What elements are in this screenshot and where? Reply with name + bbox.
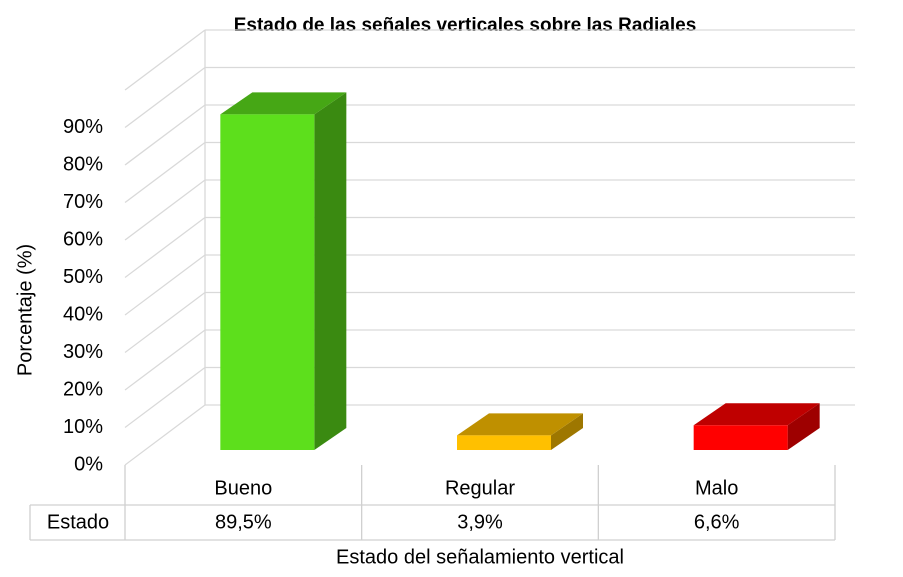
data-label: 6,6% xyxy=(694,511,740,533)
bar-side xyxy=(787,403,820,450)
x-tick-label: Regular xyxy=(445,477,515,499)
grid-line xyxy=(124,404,206,466)
bar xyxy=(457,435,551,450)
y-tick-label: 30% xyxy=(63,341,103,363)
grid-line xyxy=(124,291,206,354)
wall-edge xyxy=(124,29,206,91)
grid-line xyxy=(124,329,206,391)
y-tick-label: 50% xyxy=(63,266,103,288)
grid-line xyxy=(124,104,206,166)
x-tick-label: Malo xyxy=(695,477,738,499)
y-tick-label: 10% xyxy=(63,416,103,438)
chart-title: Estado de las señales verticales sobre l… xyxy=(234,15,697,36)
data-label: 89,5% xyxy=(215,511,272,533)
grid-line xyxy=(124,366,206,429)
y-tick-label: 20% xyxy=(63,378,103,400)
x-axis-label: Estado del señalamiento vertical xyxy=(336,546,624,568)
y-tick-label: 40% xyxy=(63,303,103,325)
grid-line xyxy=(124,141,206,204)
x-tick-label: Bueno xyxy=(214,477,272,499)
grid-line xyxy=(124,254,206,316)
data-label: 3,9% xyxy=(457,511,503,533)
bar xyxy=(693,425,788,450)
bar-side xyxy=(551,413,583,450)
legend-label: Estado xyxy=(47,511,109,533)
bar-side xyxy=(314,92,347,450)
grid-line xyxy=(124,66,206,129)
y-tick-label: 70% xyxy=(63,191,103,213)
grid-line xyxy=(124,216,206,279)
bar-top xyxy=(457,413,583,436)
y-tick-label: 0% xyxy=(74,453,103,475)
y-axis-label: Porcentaje (%) xyxy=(14,244,36,376)
bar xyxy=(220,114,315,450)
y-tick-label: 60% xyxy=(63,228,103,250)
bar-top xyxy=(220,92,347,115)
bar-top xyxy=(693,403,820,426)
y-tick-label: 80% xyxy=(63,153,103,175)
y-tick-label: 90% xyxy=(63,116,103,138)
grid-line xyxy=(124,179,206,241)
